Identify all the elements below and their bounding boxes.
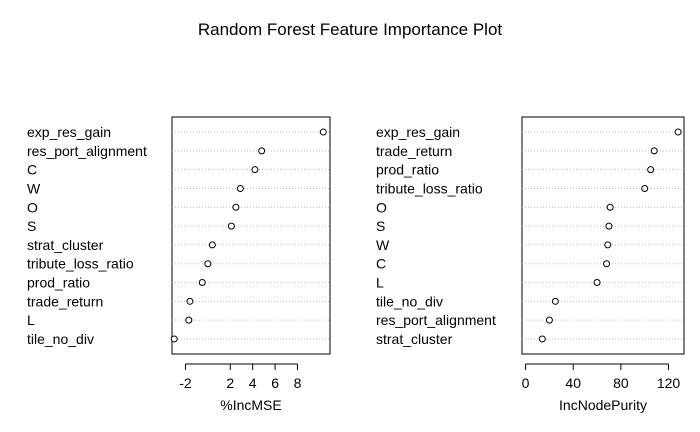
data-point [236, 184, 244, 192]
data-point [227, 222, 235, 230]
panel-inc-mse: exp_res_gain res_port_alignment CWOSstrat_… [27, 116, 331, 413]
x-tick-label: -2 [179, 375, 192, 391]
feature-label: exp_res_gain [376, 124, 460, 140]
feature-label: prod_ratio [376, 162, 439, 178]
data-point [204, 260, 212, 268]
data-point [198, 279, 206, 287]
x-tick-label: 80 [613, 375, 629, 391]
feature-label: W [27, 180, 41, 196]
feature-label: L [27, 312, 35, 328]
plot-frame [521, 116, 685, 355]
feature-label: trade_return [27, 293, 103, 309]
data-point [647, 166, 655, 174]
data-point [232, 203, 240, 211]
feature-label: tile_no_div [27, 331, 94, 347]
feature-label: tribute_loss_ratio [27, 256, 134, 272]
feature-label: strat_cluster [376, 331, 453, 347]
data-point [208, 241, 216, 249]
x-tick-label: 2 [226, 375, 234, 391]
feature-label: O [376, 199, 387, 215]
feature-label: res_port_alignment [376, 312, 496, 328]
x-axis-label: %IncMSE [220, 397, 281, 413]
data-point [604, 241, 612, 249]
feature-label: strat_cluster [27, 237, 104, 253]
feature-label: prod_ratio [27, 275, 90, 291]
data-point [545, 316, 553, 324]
x-tick-label: 6 [271, 375, 279, 391]
x-axis-label: IncNodePurity [559, 397, 647, 413]
plot-frame [171, 116, 331, 355]
data-point [603, 260, 611, 268]
feature-label: tribute_loss_ratio [376, 180, 483, 196]
feature-label: S [27, 218, 36, 234]
x-tick-label: 120 [657, 375, 681, 391]
x-tick-label: 0 [522, 375, 530, 391]
feature-label: W [376, 237, 390, 253]
data-point [186, 297, 194, 305]
data-point [551, 297, 559, 305]
data-point [641, 184, 649, 192]
feature-label: res_port_alignment [27, 143, 147, 159]
feature-label: C [376, 256, 386, 272]
feature-label: O [27, 199, 38, 215]
x-tick-label: 40 [565, 375, 581, 391]
data-point [170, 335, 178, 343]
data-point [674, 128, 682, 136]
data-point [605, 222, 613, 230]
data-point [185, 316, 193, 324]
x-tick-label: 8 [294, 375, 302, 391]
data-point [258, 147, 266, 155]
data-point [593, 279, 601, 287]
feature-label: S [376, 218, 385, 234]
feature-label: exp_res_gain [27, 124, 111, 140]
chart-title: Random Forest Feature Importance Plot [198, 20, 503, 39]
feature-label: C [27, 162, 37, 178]
feature-label: L [376, 275, 384, 291]
feature-label: tile_no_div [376, 293, 443, 309]
data-point [538, 335, 546, 343]
data-point [319, 128, 327, 136]
feature-label: trade_return [376, 143, 452, 159]
x-tick-label: 4 [249, 375, 257, 391]
data-point [650, 147, 658, 155]
data-point [606, 203, 614, 211]
panel-inc-node-purity: exp_res_gain trade_return prod_ratiotribut… [376, 116, 685, 413]
data-point [251, 166, 259, 174]
